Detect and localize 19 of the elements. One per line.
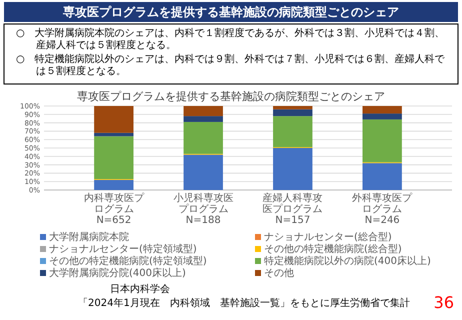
legend-label: ナショナルセンター(特定領域型) bbox=[49, 243, 197, 255]
text: 日本内科学会 bbox=[110, 283, 170, 295]
legend-label: 大学附属病院分院(400床以上) bbox=[49, 267, 186, 279]
chart-title: 専攻医プログラムを提供する基幹施設の病院類型ごとのシェア bbox=[77, 90, 385, 103]
x-tick-label: 小児科専攻医プログラム N=188 bbox=[173, 192, 234, 226]
legend-label: 大学附属病院本院 bbox=[49, 231, 129, 243]
legend-label: その他の特定機能病院(特定領域型) bbox=[49, 255, 207, 267]
legend-label: 特定機能病院以外の病院(400床以上) bbox=[264, 255, 431, 267]
x-tick-label: 産婦人科専攻医プログラム N=157 bbox=[262, 192, 323, 226]
legend-label: その他の特定機能病院(総合型) bbox=[264, 243, 402, 255]
legend-label: その他 bbox=[264, 267, 294, 279]
x-tick-label: 外科専攻医プログラム N=246 bbox=[352, 192, 414, 226]
text: 専攻医プログラムを提供する基幹施設の病院類型ごとのシェア bbox=[62, 5, 399, 19]
text: 「2024年1月現在 内科領域 基幹施設一覧」をもとに厚生労働省で集計 bbox=[78, 297, 410, 309]
text: ○ 大学附属病院本院のシェアは、内科で１割程度であるが、外科では３割、小児科では４割、産婦人科では５割程度となる。 bbox=[16, 27, 445, 51]
legend-label: ナショナルセンター(総合型) bbox=[264, 231, 392, 243]
text: 36 bbox=[434, 293, 454, 312]
text: ○ 特定機能病院以外のシェアは、内科では９割、外科では７割、小児科では６割、産婦人科では５割程度となる。 bbox=[16, 53, 446, 77]
x-tick-label: 内科専攻医プログラム N=652 bbox=[84, 192, 145, 226]
